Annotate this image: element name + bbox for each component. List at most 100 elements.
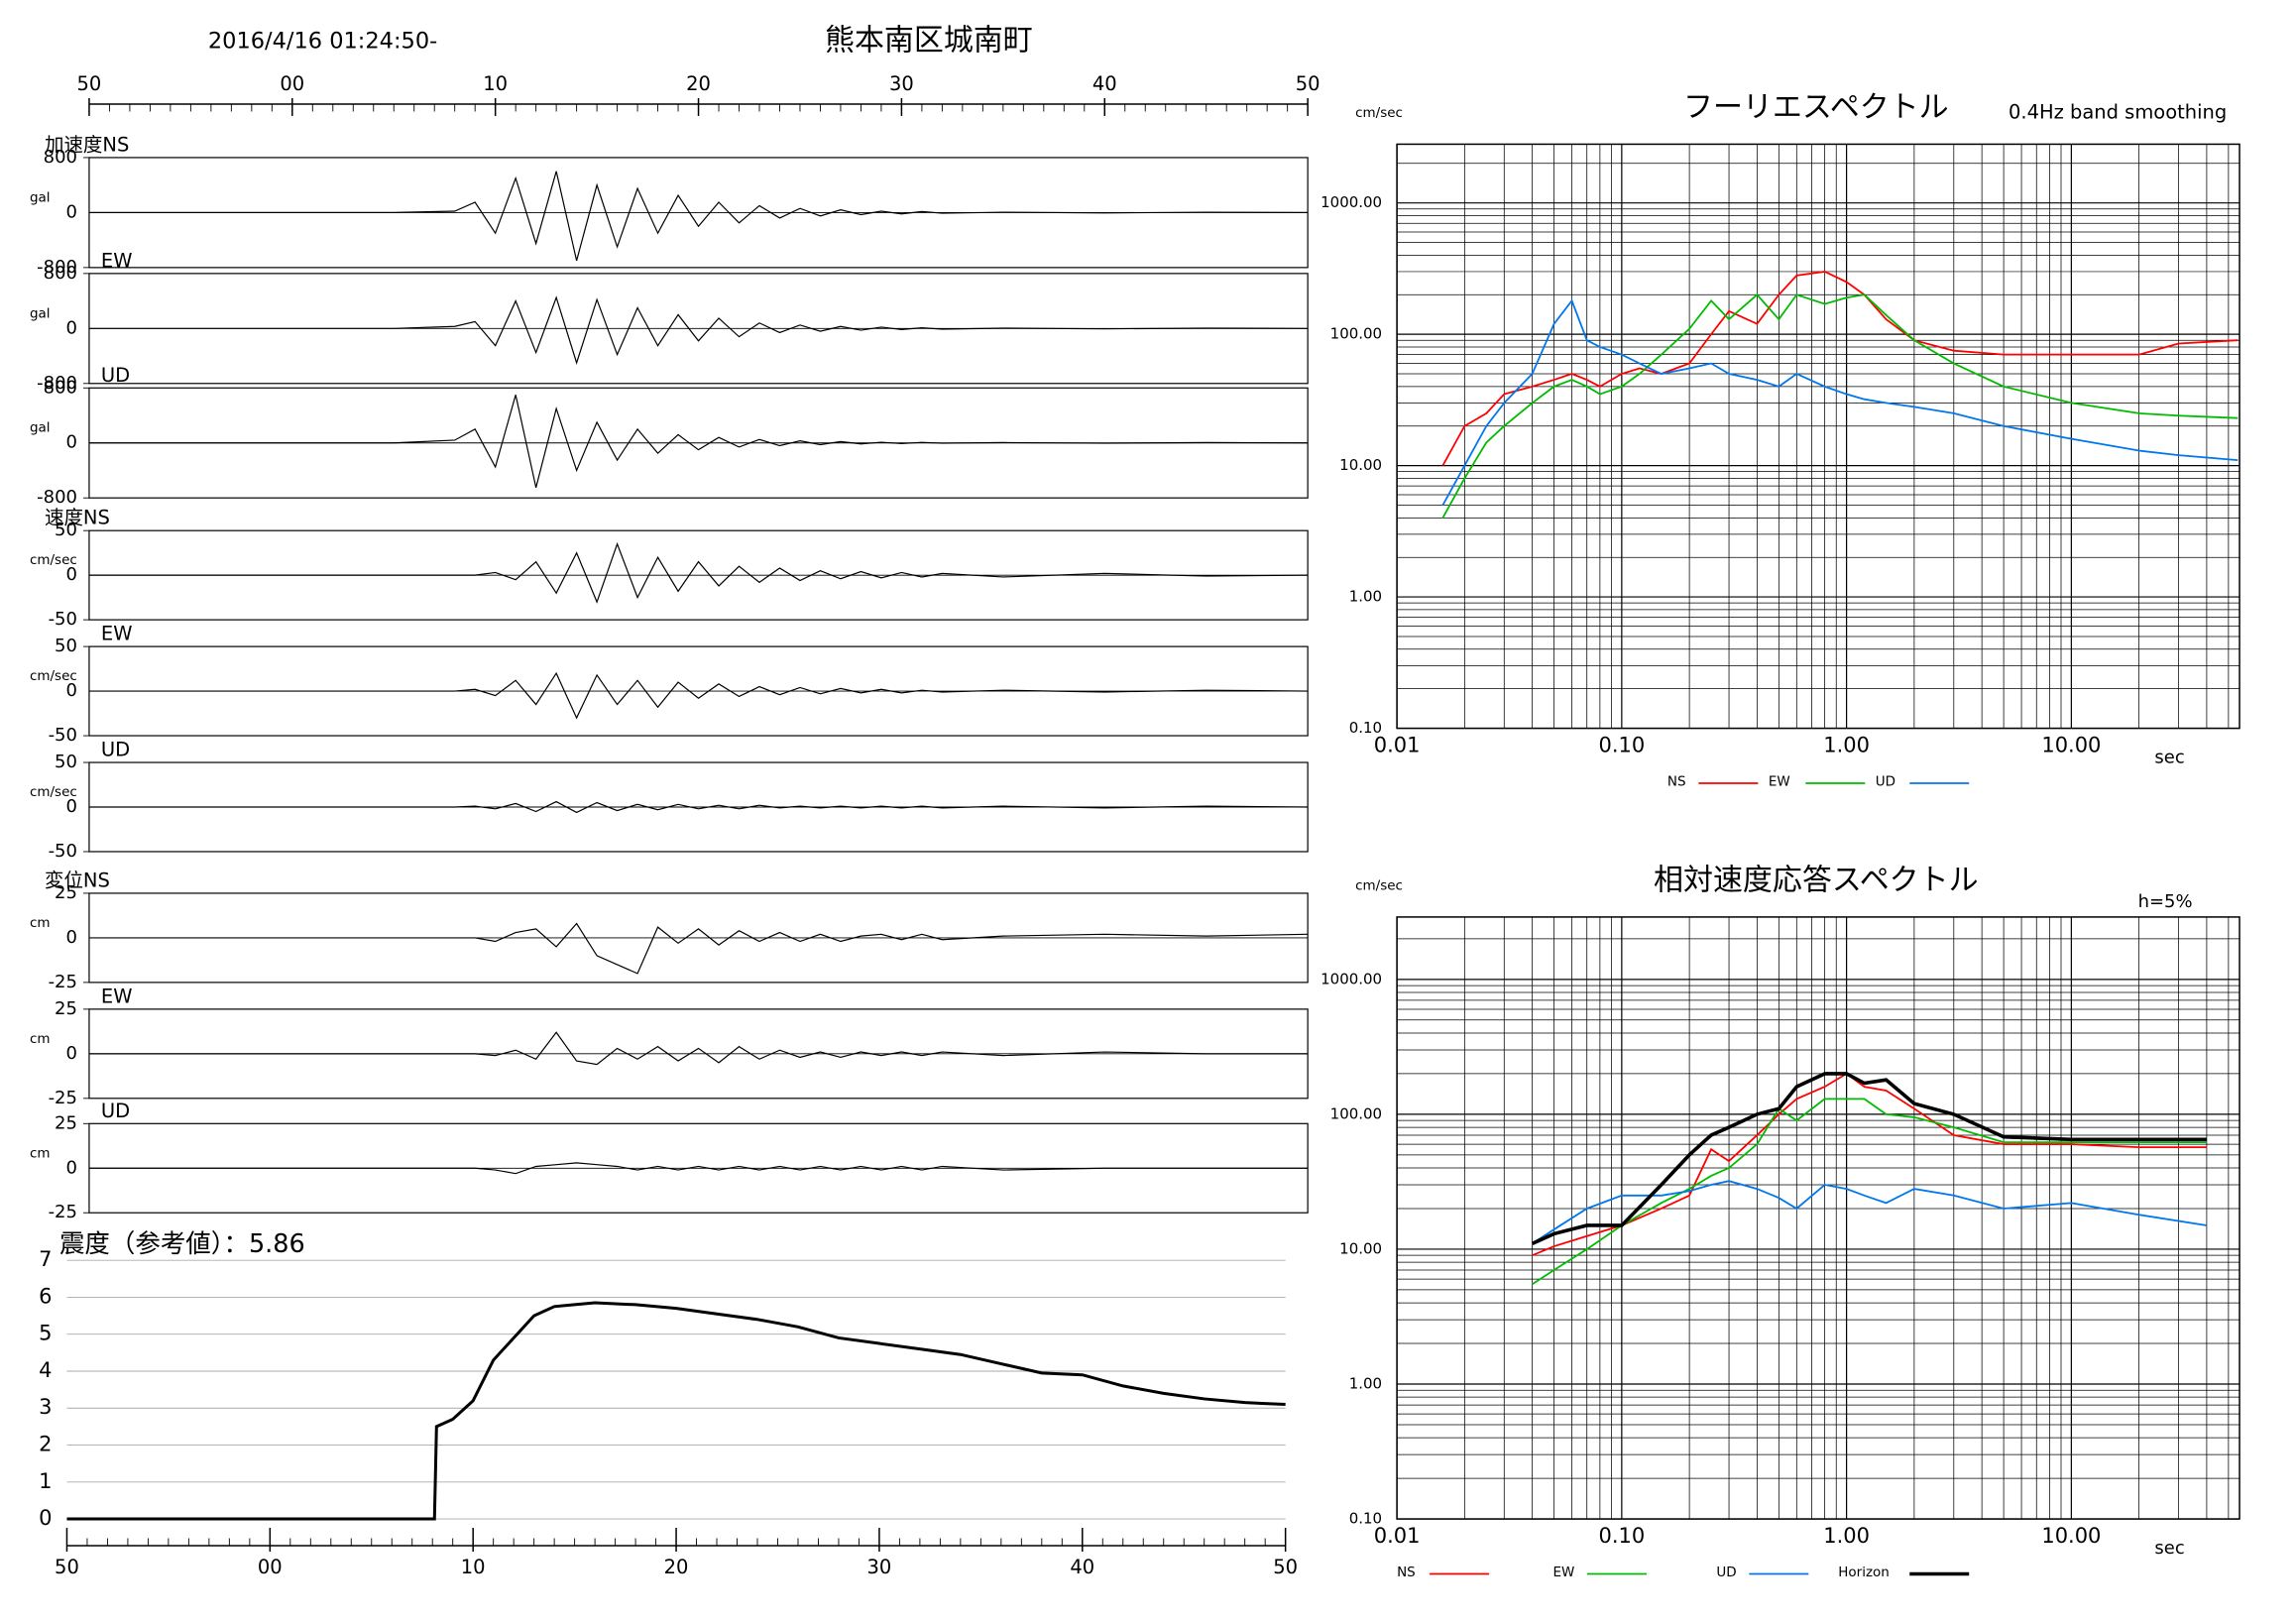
x-tick-label: 40 [1070,1556,1094,1578]
y-tick-label: 0 [66,432,77,453]
time-tick-label: 30 [889,72,914,95]
time-tick-label: 40 [1092,72,1117,95]
unit-label: cm [30,1031,51,1047]
waveform [88,171,1309,262]
y-tick-label: 0 [66,564,77,585]
trace-label: EW [101,623,133,645]
y-tick-label: -25 [49,1088,77,1108]
chart-subtitle: 0.4Hz band smoothing [2009,100,2227,123]
y-tick-label: 800 [44,147,77,168]
unit-label: cm [30,915,51,931]
location: 熊本南区城南町 [825,24,1033,58]
trace-label: UD [101,739,130,761]
y-tick-label: 25 [55,882,77,903]
x-tick-label: 0.10 [1598,1524,1645,1548]
time-tick-label: 10 [483,72,508,95]
y-tick-label: 0 [66,317,77,338]
y-tick-label: 4 [39,1358,52,1382]
spectrum-line [1532,1180,2208,1245]
y-tick-label: -50 [49,725,77,746]
unit-label: cm/sec [30,668,77,684]
time-tick-label: 50 [1296,72,1320,95]
legend-label: NS [1667,774,1686,790]
y-tick-label: 1000.00 [1320,193,1382,211]
y-tick-label: 1.00 [1349,1374,1382,1392]
x-tick-label: 0.10 [1598,734,1645,757]
y-tick-label: 6 [39,1284,52,1308]
legend-label: EW [1769,774,1790,790]
legend-label: UD [1876,774,1895,790]
y-tick-label: -50 [49,609,77,630]
spectrum-line [1532,1072,2207,1256]
y-tick-label: 800 [44,263,77,284]
y-axis-label: cm/sec [1355,877,1403,893]
intensity-title: 震度（参考値）：5.86 [59,1229,305,1259]
x-tick-label: 20 [664,1556,689,1578]
annotation: h=5% [2138,891,2193,912]
spectrum-line [1441,298,2239,506]
time-tick-label: 50 [77,72,102,95]
waveform [88,1162,1309,1175]
unit-label: cm/sec [30,552,77,568]
trace-label: UD [101,364,130,387]
time-tick-label: 20 [686,72,711,95]
y-tick-label: 800 [44,377,77,398]
y-tick-label: -800 [37,373,77,394]
plot-frame [1396,916,2240,1520]
time-tick-label: 00 [280,72,304,95]
trace-label: EW [101,249,133,272]
y-tick-label: 0 [66,201,77,222]
y-tick-label: 2 [39,1433,52,1456]
trace-label: 加速度NS [45,133,129,156]
spectrum-line [1531,1072,2207,1245]
spectrum-line [1532,1098,2207,1286]
x-tick-label: 0.01 [1374,1524,1421,1548]
y-tick-label: 10.00 [1339,1239,1382,1257]
legend-label: UD [1716,1565,1736,1580]
waveform [88,541,1309,604]
x-tick-label: 1.00 [1823,734,1870,757]
spectrum-line [1441,292,2239,519]
y-tick-label: 5 [39,1322,52,1345]
datetime: 2016/4/16 01:24:50- [208,29,437,55]
chart-title: フーリエスペクトル [1683,90,1949,125]
unit-label: gal [30,305,51,321]
y-axis-label: cm/sec [1355,105,1403,121]
y-tick-label: 0.10 [1349,1510,1382,1528]
waveform [88,922,1309,975]
y-tick-label: 0 [66,1043,77,1064]
unit-label: cm/sec [30,784,77,800]
y-tick-label: 1.00 [1349,588,1382,606]
unit-label: gal [30,189,51,205]
unit-label: gal [30,420,51,436]
y-tick-label: 0 [66,1157,77,1178]
y-tick-label: 3 [39,1395,52,1419]
spectrum-line [1441,271,2239,467]
waveform [88,1031,1309,1066]
x-axis-label: sec [2154,1538,2184,1559]
y-tick-label: -50 [49,841,77,862]
x-axis-label: sec [2154,748,2184,768]
y-tick-label: 0 [66,680,77,701]
x-tick-label: 10.00 [2041,734,2101,757]
y-tick-label: -800 [37,487,77,508]
waveform [88,800,1309,814]
y-tick-label: -800 [37,257,77,278]
y-tick-label: 7 [39,1247,52,1271]
y-tick-label: 100.00 [1330,325,1382,343]
y-tick-label: 0 [66,927,77,948]
trace-label: 速度NS [45,507,110,529]
y-tick-label: 1 [39,1469,52,1493]
y-tick-label: 25 [55,1112,77,1133]
waveform [88,395,1309,488]
x-tick-label: 50 [1273,1556,1298,1578]
y-tick-label: -25 [49,1202,77,1222]
waveform [88,295,1309,365]
x-tick-label: 10.00 [2041,1524,2101,1548]
x-tick-label: 0.01 [1374,734,1421,757]
y-tick-label: 0 [66,796,77,817]
y-tick-label: 100.00 [1330,1104,1382,1122]
y-tick-label: 50 [55,520,77,540]
x-tick-label: 1.00 [1823,1524,1870,1548]
